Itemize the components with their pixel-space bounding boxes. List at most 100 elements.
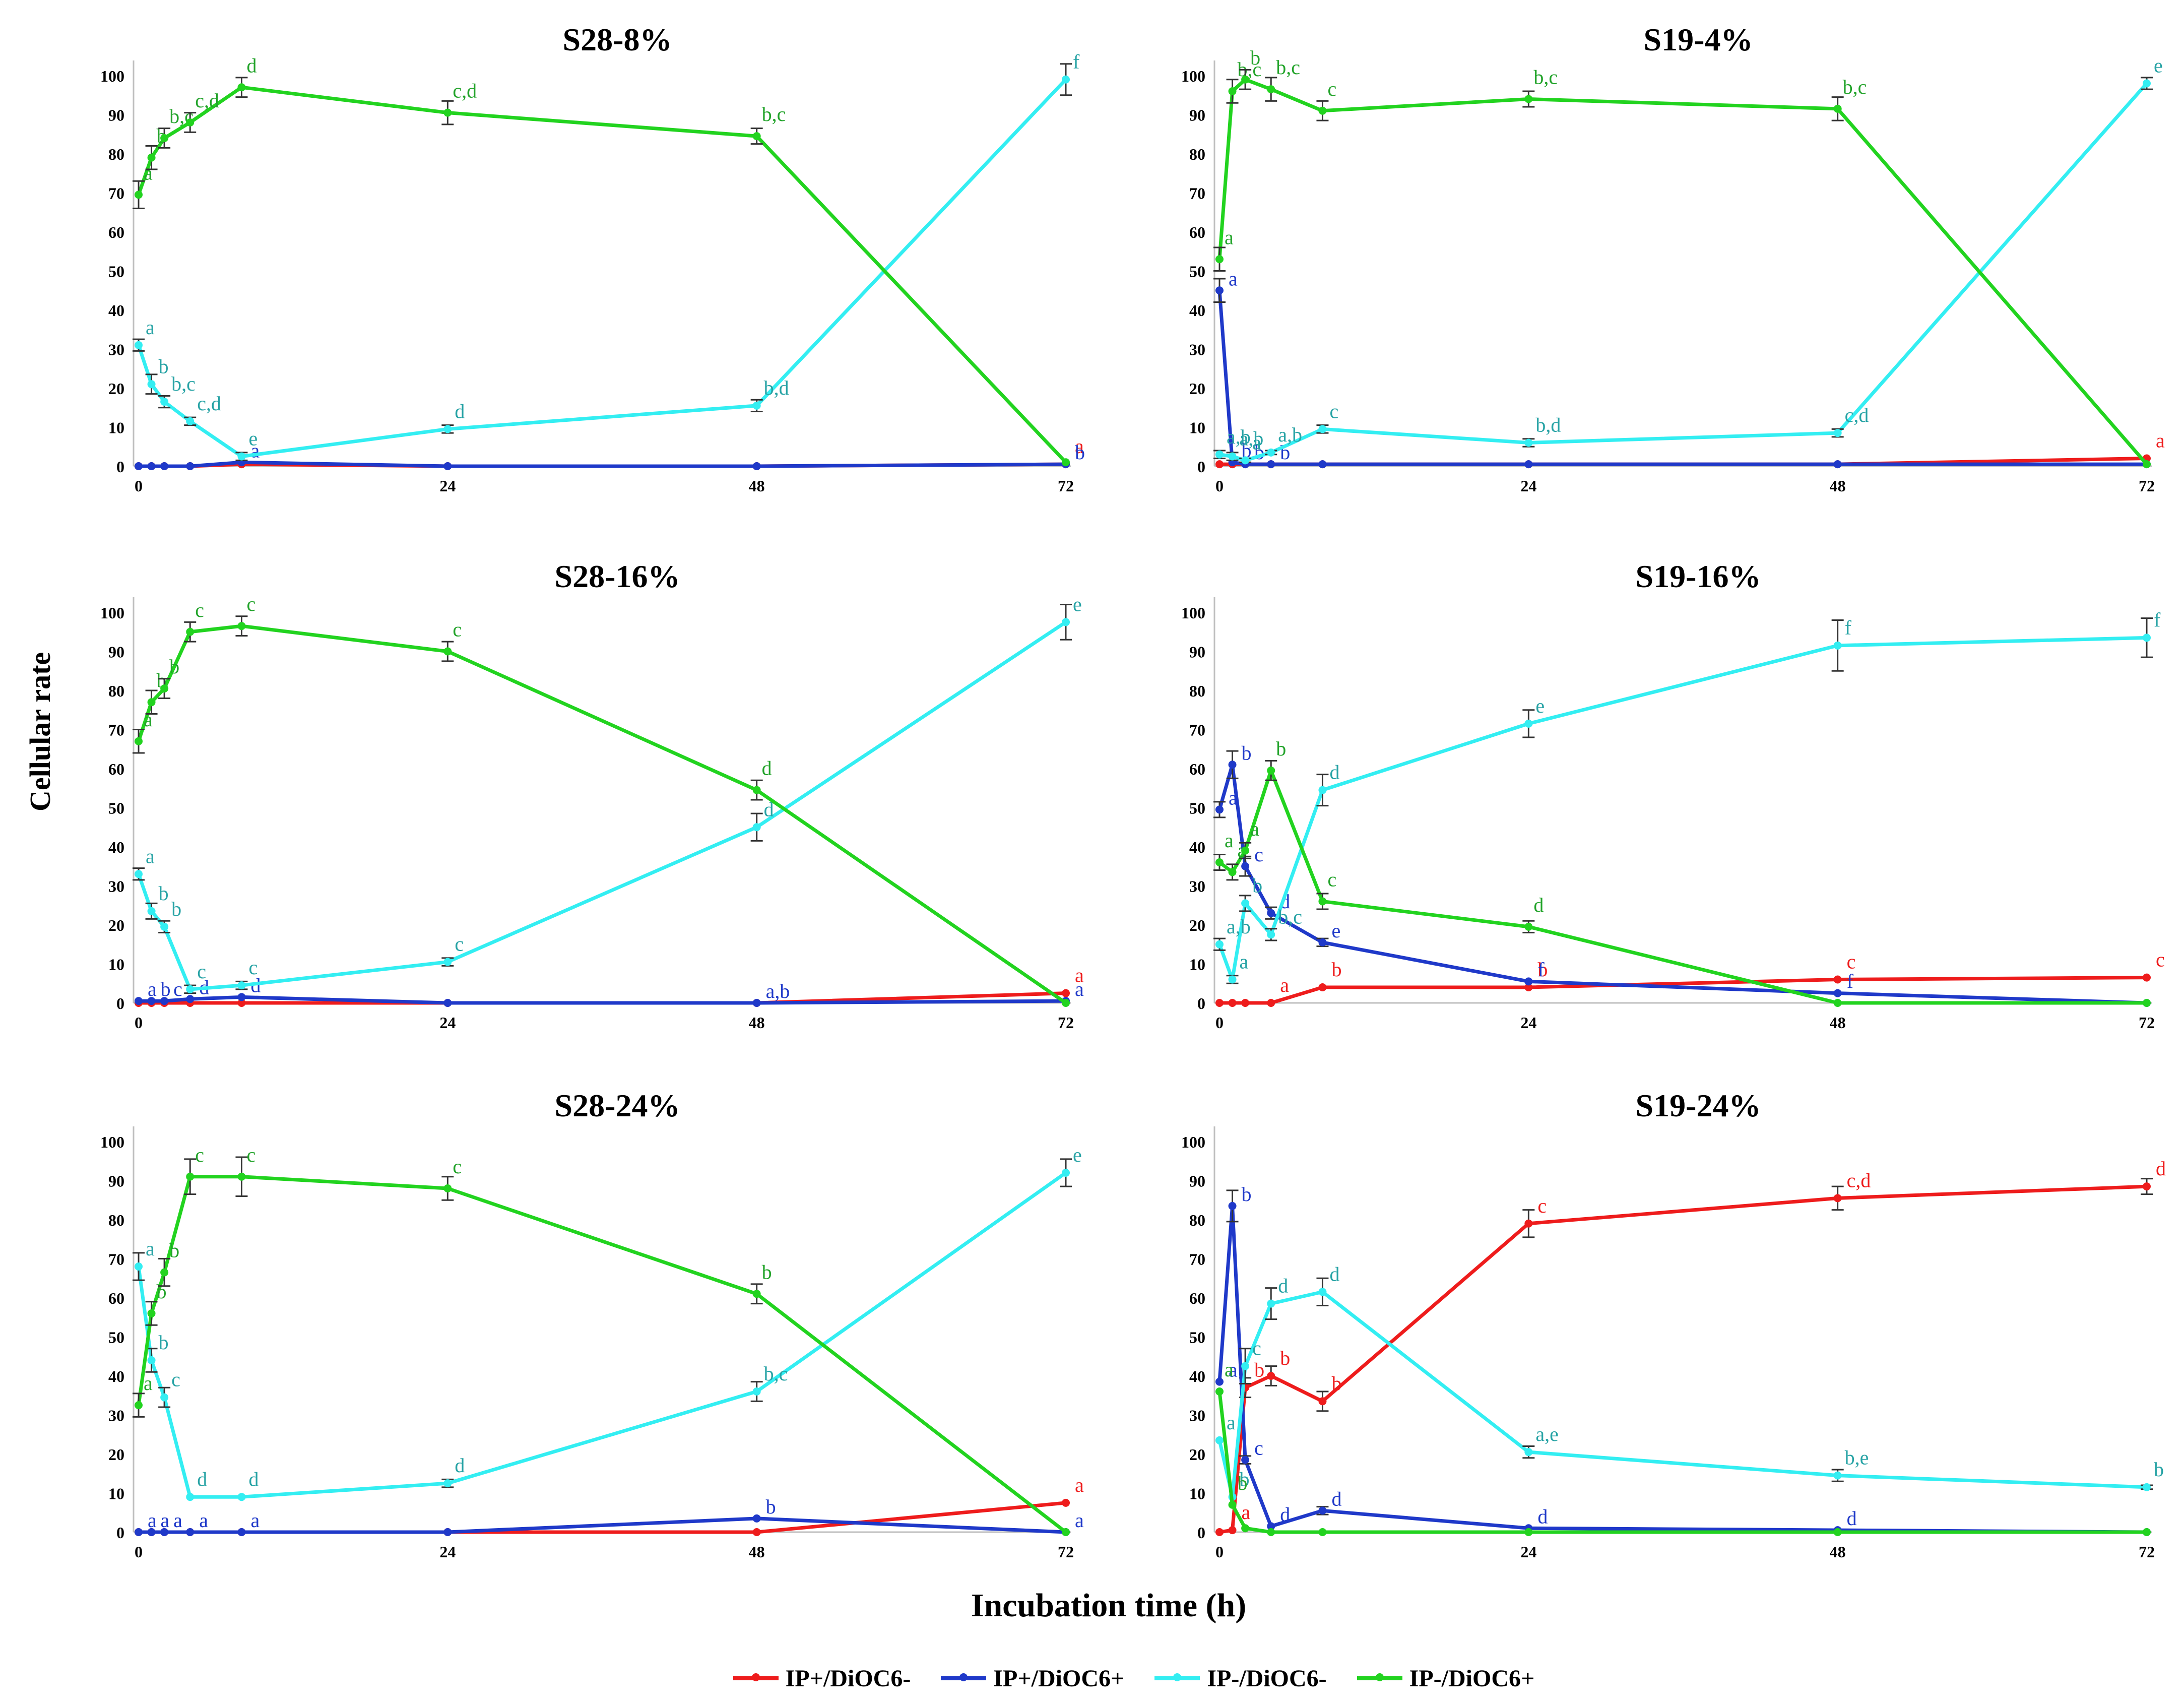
significance-letter: b — [169, 1239, 179, 1262]
significance-letter: b — [1242, 741, 1252, 764]
significance-letter: b,c — [171, 372, 196, 395]
data-point — [147, 1356, 156, 1364]
y-tick-label: 0 — [116, 1524, 124, 1542]
data-point — [160, 462, 169, 470]
y-tick-label: 70 — [108, 1250, 124, 1269]
significance-letter: b — [1242, 1183, 1252, 1206]
significance-letter: c — [2156, 949, 2165, 971]
data-point — [237, 981, 246, 990]
data-point — [1833, 460, 1842, 469]
data-point — [1062, 1498, 1070, 1507]
x-axis-label: Incubation time (h) — [971, 1587, 1247, 1624]
significance-letter: a — [146, 1237, 155, 1260]
data-point — [1062, 618, 1070, 626]
significance-letter: d — [1847, 1507, 1857, 1530]
data-point — [237, 993, 246, 1001]
data-point — [752, 823, 761, 832]
significance-letter: c — [1254, 843, 1263, 866]
significance-letter: b — [1238, 1472, 1248, 1494]
y-tick-label: 60 — [1189, 223, 1205, 241]
data-point — [1267, 448, 1275, 457]
data-point — [1215, 805, 1224, 814]
significance-letter: a — [1075, 978, 1084, 1000]
data-point — [237, 622, 246, 630]
significance-letter: d — [455, 400, 465, 422]
data-point — [186, 1493, 195, 1501]
data-point — [135, 1262, 143, 1271]
data-point — [1524, 460, 1533, 469]
significance-letter: d — [1533, 894, 1544, 916]
data-point — [1318, 1506, 1327, 1515]
data-point — [1228, 1526, 1237, 1535]
y-tick-label: 50 — [1189, 1329, 1205, 1347]
data-point — [160, 398, 169, 406]
series-line — [1217, 636, 2147, 981]
significance-letter: b — [1331, 958, 1341, 981]
data-point — [1833, 989, 1842, 997]
chart-title: S28-8% — [563, 22, 672, 57]
data-point — [443, 1184, 452, 1192]
series-line — [1217, 1290, 2147, 1499]
data-point — [1241, 846, 1250, 855]
data-point — [752, 462, 761, 470]
significance-letter: c — [1327, 78, 1336, 100]
significance-letter: c — [246, 593, 255, 615]
x-tick-label: 72 — [2139, 477, 2155, 495]
y-tick-label: 40 — [108, 1367, 124, 1385]
significance-letter: d — [762, 757, 772, 780]
data-point — [237, 1528, 246, 1536]
x-tick-label: 0 — [1215, 1014, 1224, 1032]
y-tick-label: 10 — [108, 956, 124, 974]
y-tick-label: 80 — [108, 145, 124, 163]
significance-letter: b — [1250, 46, 1260, 69]
data-point — [1318, 786, 1327, 794]
data-point — [135, 1401, 143, 1410]
y-tick-label: 10 — [1189, 1485, 1205, 1503]
significance-letter: b — [1254, 1358, 1264, 1381]
data-point — [1833, 999, 1842, 1007]
data-point — [2143, 634, 2151, 642]
significance-letter: a — [146, 845, 155, 867]
series-ip-dioc6-: a — [1215, 429, 2165, 469]
x-tick-label: 24 — [1520, 477, 1536, 495]
series-line — [137, 85, 1067, 464]
x-tick-label: 72 — [2139, 1014, 2155, 1032]
data-point — [1215, 255, 1224, 264]
significance-letter: d — [1537, 1505, 1548, 1528]
x-tick-label: 0 — [135, 1543, 143, 1561]
data-point — [237, 1172, 246, 1181]
y-tick-label: 20 — [108, 1445, 124, 1464]
data-point — [186, 417, 195, 425]
significance-letter: b — [1276, 737, 1286, 760]
y-tick-label: 100 — [1181, 67, 1205, 85]
y-tick-label: 40 — [1189, 1367, 1205, 1385]
significance-letter: c,d — [1845, 404, 1869, 426]
series-line — [1218, 769, 2147, 1005]
chart-title: S19-16% — [1636, 558, 1761, 594]
significance-letter: d — [1329, 1262, 1339, 1285]
data-point — [147, 698, 156, 707]
data-point — [1318, 1288, 1327, 1296]
data-point — [1833, 429, 1842, 437]
y-tick-label: 30 — [108, 877, 124, 896]
data-point — [443, 1479, 452, 1488]
data-point — [1062, 1169, 1070, 1177]
legend-label: IP+/DiOC6+ — [993, 1665, 1125, 1692]
significance-letter: b — [161, 978, 171, 1000]
significance-letter: a — [1225, 829, 1234, 852]
series-line — [1217, 763, 2147, 1005]
series-ip-dioc6-: a b c d d a,b a — [135, 974, 1084, 1007]
significance-letter: a — [1250, 817, 1259, 840]
significance-letter: c — [248, 956, 258, 979]
data-point — [1318, 897, 1327, 906]
data-point — [1062, 1528, 1070, 1536]
significance-letter: a — [250, 1509, 260, 1532]
data-point — [752, 786, 761, 794]
data-point — [1524, 1528, 1533, 1536]
significance-letter: c — [1847, 951, 1856, 973]
significance-letter: c,d — [453, 80, 477, 102]
